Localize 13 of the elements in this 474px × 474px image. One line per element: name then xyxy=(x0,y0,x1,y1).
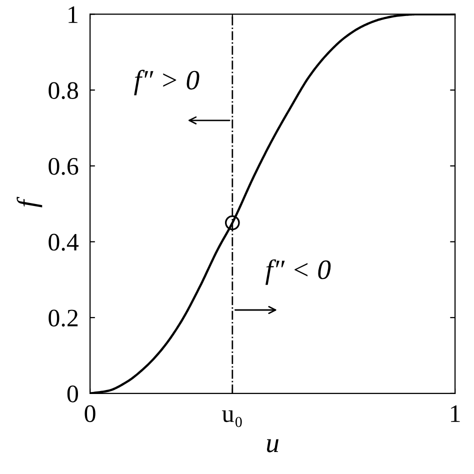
x-tick-label: u₀ xyxy=(222,410,242,428)
annotation: f″ > 0 xyxy=(134,70,200,96)
annotation: f″ < 0 xyxy=(266,259,331,285)
x-tick-label: 0 xyxy=(84,405,96,422)
y-tick-label: 0 xyxy=(67,385,78,402)
y-axis-title: f xyxy=(16,196,42,208)
y-tick-label: 0.2 xyxy=(48,310,78,327)
x-axis-title: u xyxy=(266,439,278,452)
y-tick-label: 0.8 xyxy=(48,82,78,100)
y-tick-label: 0.4 xyxy=(48,234,79,251)
x-tick-label: 1 xyxy=(450,405,460,422)
y-tick-label: 1 xyxy=(68,6,78,23)
y-tick-label: 0.6 xyxy=(48,158,78,175)
